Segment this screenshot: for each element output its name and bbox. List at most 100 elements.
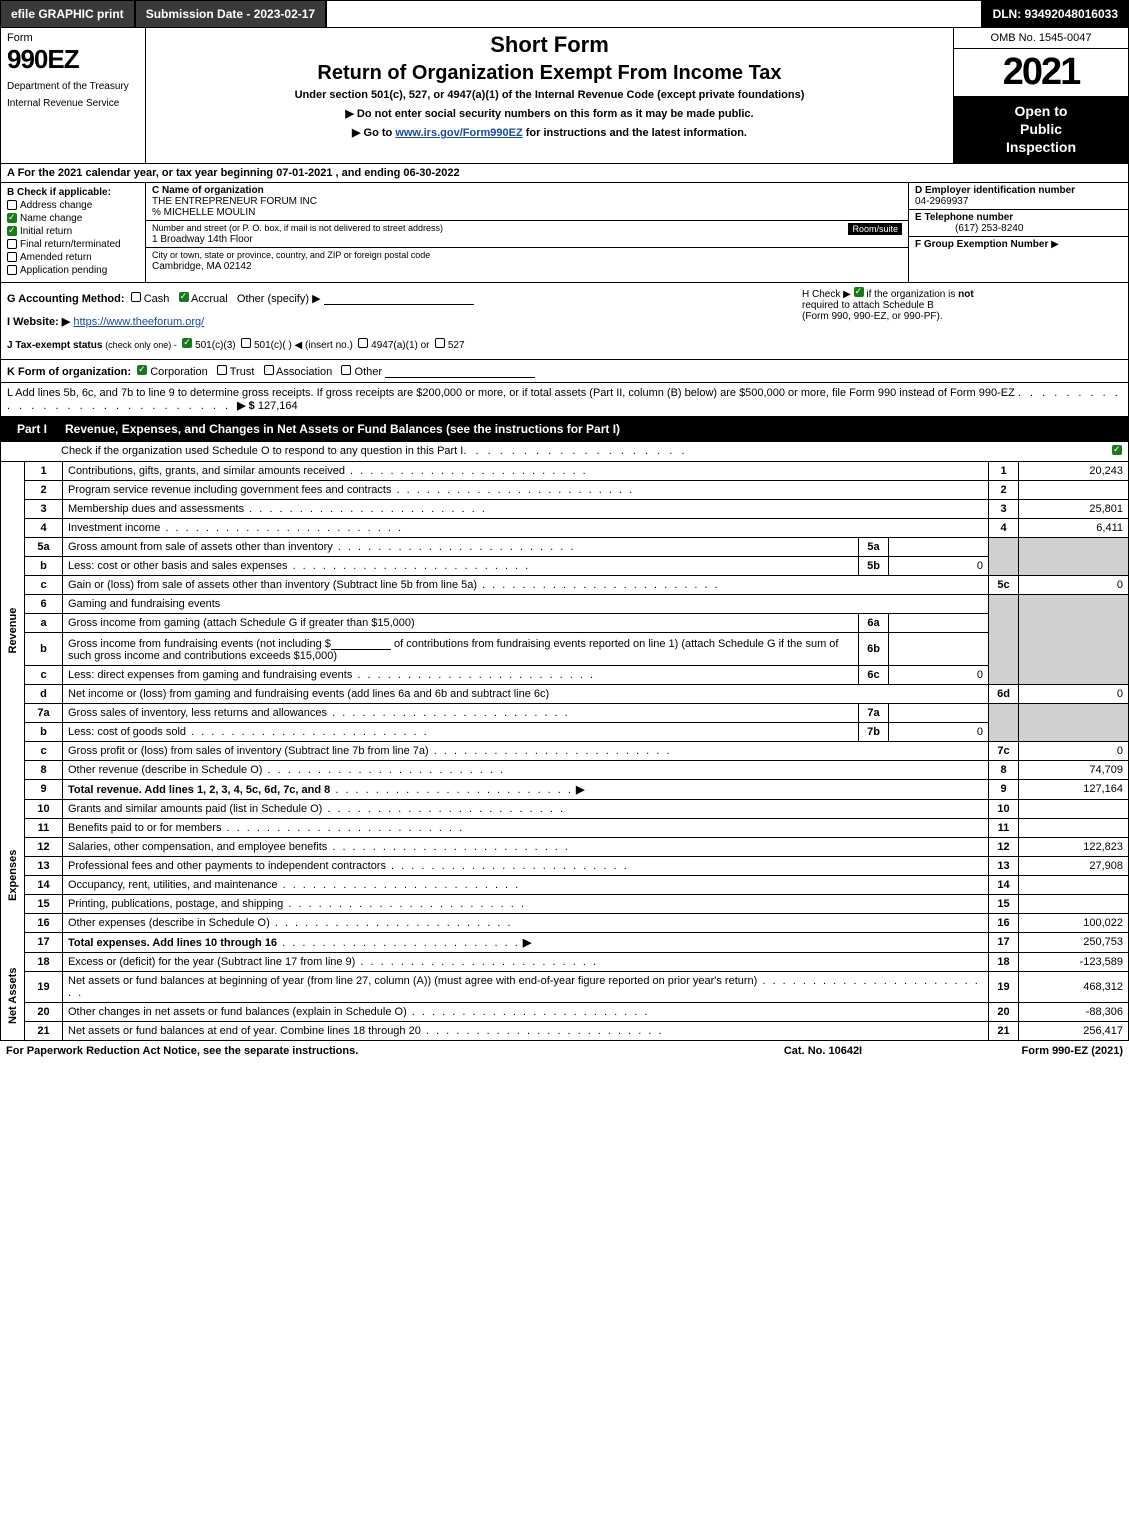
sub-num: 6a <box>859 613 889 632</box>
table-row: 14 Occupancy, rent, utilities, and maint… <box>1 875 1129 894</box>
cash-label: Cash <box>144 293 170 305</box>
line-num: 15 <box>25 894 63 913</box>
opt-association: Association <box>276 366 332 378</box>
chk-amended-return[interactable]: Amended return <box>7 252 139 263</box>
line-num: 11 <box>25 818 63 837</box>
note2-pre: ▶ Go to <box>352 127 395 139</box>
note2-post: for instructions and the latest informat… <box>523 127 747 139</box>
footer-left: For Paperwork Reduction Act Notice, see … <box>6 1045 723 1057</box>
sub-val: 0 <box>889 665 989 684</box>
col-num: 6d <box>989 684 1019 703</box>
l-row: L Add lines 5b, 6c, and 7b to line 9 to … <box>0 383 1129 417</box>
col-num: 13 <box>989 856 1019 875</box>
group-exemption-row: F Group Exemption Number ▶ <box>909 237 1128 262</box>
sub-num: 5a <box>859 537 889 556</box>
i-label: I Website: ▶ <box>7 316 70 328</box>
sub-num: 7b <box>859 722 889 741</box>
chk-name-change[interactable]: Name change <box>7 213 139 224</box>
checkbox-icon[interactable] <box>1112 445 1122 455</box>
form-number: 990EZ <box>7 44 139 75</box>
sub-val <box>889 703 989 722</box>
col-val: 122,823 <box>1019 837 1129 856</box>
checkbox-icon[interactable] <box>137 365 147 375</box>
opt-527: 527 <box>448 340 465 351</box>
line-num: 20 <box>25 1002 63 1021</box>
footer-form-post: (2021) <box>1088 1045 1123 1057</box>
d-label: D Employer identification number <box>915 185 1075 196</box>
tax-year: 2021 <box>954 49 1128 96</box>
table-row: 5a Gross amount from sale of assets othe… <box>1 537 1129 556</box>
other-specify-field[interactable] <box>324 291 474 305</box>
sub-val <box>889 632 989 665</box>
k-org-row: K Form of organization: Corporation Trus… <box>0 360 1129 383</box>
col-val: 0 <box>1019 741 1129 760</box>
dept-treasury: Department of the Treasury <box>7 81 139 92</box>
col-num: 7c <box>989 741 1019 760</box>
table-row: 16 Other expenses (describe in Schedule … <box>1 913 1129 932</box>
shaded-cell <box>1019 703 1129 741</box>
line-num: 19 <box>25 971 63 1002</box>
col-num: 1 <box>989 462 1019 481</box>
line-desc: Excess or (deficit) for the year (Subtra… <box>63 952 989 971</box>
col-num: 5c <box>989 575 1019 594</box>
col-num: 3 <box>989 499 1019 518</box>
line-num: 8 <box>25 760 63 779</box>
part1-label: Part I <box>9 420 55 438</box>
line-desc: Net income or (loss) from gaming and fun… <box>63 684 989 703</box>
website-link[interactable]: https://www.theeforum.org/ <box>73 316 204 328</box>
dots-leader: . . . . . . . . . . . . . . . . . . . <box>463 445 1112 457</box>
other-org-field[interactable] <box>385 364 535 378</box>
shaded-cell <box>1019 537 1129 575</box>
org-name: THE ENTREPRENEUR FORUM INC <box>152 196 317 207</box>
irs-link[interactable]: www.irs.gov/Form990EZ <box>395 127 522 139</box>
org-center: C Name of organization THE ENTREPRENEUR … <box>146 183 908 282</box>
col-val: 468,312 <box>1019 971 1129 1002</box>
checkbox-icon[interactable] <box>854 287 864 297</box>
phone-row: E Telephone number (617) 253-8240 <box>909 210 1128 237</box>
checkbox-icon[interactable] <box>217 365 227 375</box>
line-desc: Net assets or fund balances at beginning… <box>63 971 989 1002</box>
col-val: 0 <box>1019 575 1129 594</box>
checkbox-icon[interactable] <box>241 338 251 348</box>
efile-button[interactable]: efile GRAPHIC print <box>1 1 134 27</box>
chk-application-pending[interactable]: Application pending <box>7 265 139 276</box>
col-val: -88,306 <box>1019 1002 1129 1021</box>
checkbox-icon <box>7 226 17 236</box>
sub-val <box>889 537 989 556</box>
accounting-row: G Accounting Method: Cash Accrual Other … <box>0 283 1129 360</box>
chk-initial-return[interactable]: Initial return <box>7 226 139 237</box>
opt-trust: Trust <box>230 366 255 378</box>
chk-final-return[interactable]: Final return/terminated <box>7 239 139 250</box>
checkbox-icon[interactable] <box>341 365 351 375</box>
acct-left: G Accounting Method: Cash Accrual Other … <box>7 287 802 355</box>
contrib-field[interactable] <box>331 636 391 650</box>
line-desc: Contributions, gifts, grants, and simila… <box>63 462 989 481</box>
line-num: 13 <box>25 856 63 875</box>
checkbox-icon[interactable] <box>131 292 141 302</box>
l-text: L Add lines 5b, 6c, and 7b to line 9 to … <box>7 387 1015 399</box>
table-row: 9 Total revenue. Add lines 1, 2, 3, 4, 5… <box>1 779 1129 799</box>
line-desc: Gross sales of inventory, less returns a… <box>63 703 859 722</box>
chk-address-change[interactable]: Address change <box>7 200 139 211</box>
line-num: 3 <box>25 499 63 518</box>
checkbox-icon[interactable] <box>179 292 189 302</box>
line-desc: Gross amount from sale of assets other t… <box>63 537 859 556</box>
opt-other: Other <box>355 366 383 378</box>
checkbox-icon[interactable] <box>435 338 445 348</box>
footer-center: Cat. No. 10642I <box>723 1045 923 1057</box>
table-row: c Less: direct expenses from gaming and … <box>1 665 1129 684</box>
line-num: 5a <box>25 537 63 556</box>
line-num: 7a <box>25 703 63 722</box>
line-num: a <box>25 613 63 632</box>
col-num: 10 <box>989 799 1019 818</box>
table-row: 12 Salaries, other compensation, and emp… <box>1 837 1129 856</box>
h-text2: if the organization is <box>866 289 958 300</box>
header-left: Form 990EZ Department of the Treasury In… <box>1 28 146 163</box>
inspection: Inspection <box>958 138 1124 156</box>
checkbox-icon[interactable] <box>358 338 368 348</box>
b-sublabel: Check if applicable: <box>17 187 111 198</box>
col-val: 127,164 <box>1019 779 1129 799</box>
org-name-row: C Name of organization THE ENTREPRENEUR … <box>146 183 908 221</box>
checkbox-icon[interactable] <box>264 365 274 375</box>
checkbox-icon[interactable] <box>182 338 192 348</box>
